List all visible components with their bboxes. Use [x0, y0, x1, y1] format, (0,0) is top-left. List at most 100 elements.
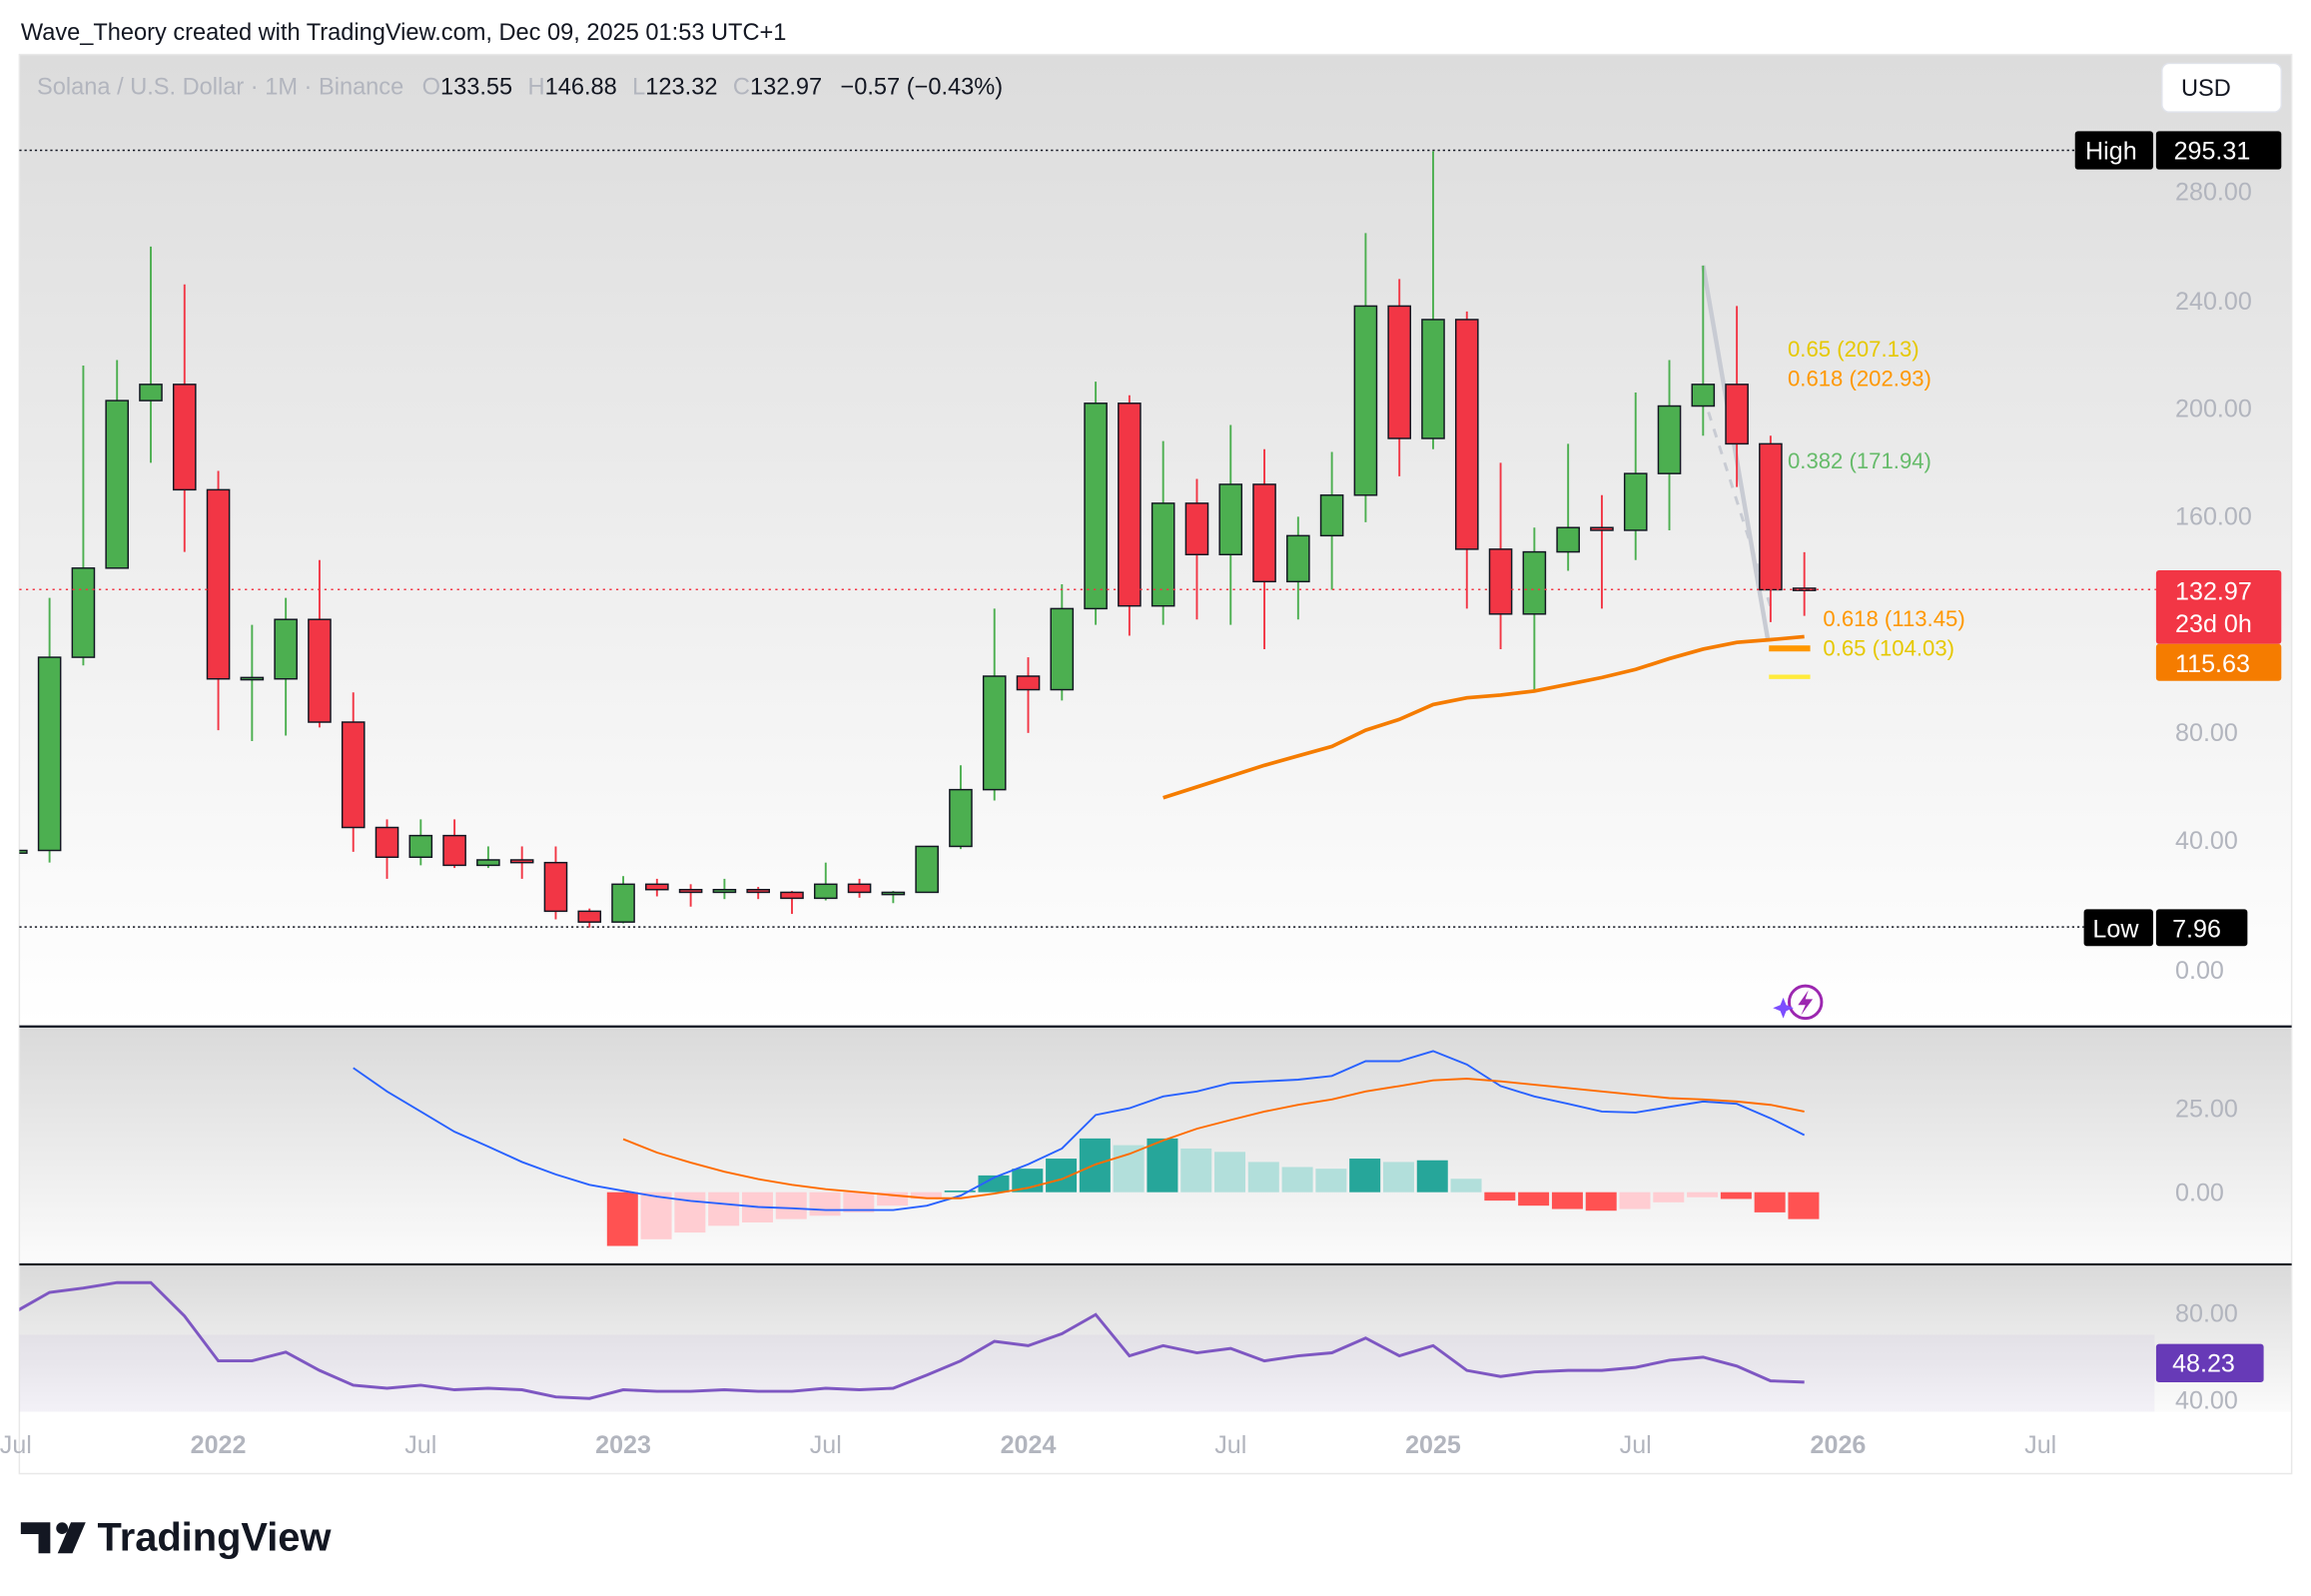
- candle: [105, 360, 129, 569]
- fib-label: 0.382 (171.94): [1788, 448, 1931, 473]
- candle: [341, 692, 366, 852]
- tradingview-logo-icon: [20, 1522, 51, 1554]
- candle-body: [712, 888, 737, 894]
- macd-histogram-bar: [674, 1192, 706, 1233]
- candle: [71, 365, 96, 666]
- candle: [139, 246, 163, 463]
- time-tick: 2025: [1405, 1431, 1461, 1459]
- currency-button[interactable]: USD: [2161, 62, 2283, 113]
- candle: [1319, 451, 1344, 590]
- candle-body: [274, 618, 298, 680]
- candle: [274, 597, 298, 736]
- rsi-tick: 80.00: [2175, 1300, 2238, 1328]
- ema-line: [1162, 634, 1805, 800]
- fib-label: 0.618 (113.45): [1823, 606, 1964, 631]
- price-tick: 0.00: [2175, 957, 2224, 985]
- candle-body: [645, 883, 669, 891]
- macd-histogram-bar: [1687, 1192, 1719, 1197]
- price-axis[interactable]: 280.00 240.00 200.00 160.00 80.00 40.00 …: [2175, 179, 2252, 985]
- candle-body: [1759, 442, 1783, 591]
- candle-body: [1252, 483, 1276, 583]
- lightning-sparkle-icon[interactable]: [1773, 984, 1824, 1021]
- candle: [982, 608, 1007, 801]
- rsi-band: [19, 1334, 2155, 1412]
- candle-body: [476, 859, 500, 867]
- candle-body: [105, 399, 129, 569]
- candle: [206, 470, 231, 731]
- tradingview-brand: TradingView: [98, 1515, 333, 1559]
- candle: [37, 597, 62, 863]
- candle: [1353, 233, 1378, 522]
- candle-body: [982, 675, 1007, 791]
- time-axis[interactable]: [19, 1411, 2292, 1474]
- candle: [543, 846, 568, 920]
- candle-body: [1691, 384, 1716, 407]
- macd-histogram-bar: [1585, 1192, 1617, 1211]
- candle-body: [1151, 502, 1175, 607]
- time-tick: 2022: [191, 1431, 247, 1459]
- price-tick: 240.00: [2175, 288, 2252, 316]
- macd-histogram-bar: [1518, 1192, 1550, 1206]
- candle: [1016, 657, 1041, 733]
- candle: [746, 887, 771, 900]
- candle-body: [1657, 404, 1682, 474]
- candle: [915, 845, 939, 894]
- candle-body: [139, 384, 163, 401]
- candle: [19, 849, 28, 854]
- rsi-plot: [19, 1280, 2155, 1412]
- macd-histogram-bar: [809, 1192, 841, 1216]
- macd-histogram-bar: [1416, 1160, 1448, 1193]
- price-tick: 160.00: [2175, 502, 2252, 530]
- candle: [1454, 311, 1479, 609]
- tradingview-logo[interactable]: TradingView: [20, 1515, 333, 1559]
- close-label: C: [733, 74, 750, 100]
- candle-body: [1218, 483, 1243, 556]
- open-label: O: [422, 74, 440, 100]
- macd-histogram-bar: [1551, 1192, 1583, 1209]
- candle-body: [1353, 305, 1378, 496]
- close-value: 132.97: [750, 74, 822, 100]
- time-tick: Jul: [1214, 1431, 1246, 1459]
- candle: [1286, 516, 1310, 620]
- candle: [847, 878, 872, 898]
- candle-body: [1184, 502, 1209, 556]
- symbol-legend: Solana / U.S. Dollar · 1M · Binance O133…: [37, 74, 1003, 100]
- ema-price-badge: 115.63: [2155, 643, 2282, 681]
- candle-body: [1421, 319, 1445, 439]
- fib-label: 0.65 (104.03): [1823, 636, 1954, 661]
- candle: [1590, 494, 1614, 609]
- time-tick: Jul: [2024, 1431, 2056, 1459]
- candle: [577, 908, 602, 928]
- candle: [1084, 382, 1108, 625]
- candle-body: [375, 826, 399, 859]
- candle: [1657, 360, 1682, 530]
- candle-body: [1016, 675, 1041, 691]
- rsi-tick: 40.00: [2175, 1387, 2238, 1415]
- candle: [1691, 265, 1716, 436]
- macd-line: [353, 1050, 1806, 1211]
- candle-body: [1319, 494, 1344, 537]
- candle-body: [577, 910, 602, 923]
- candle: [240, 624, 265, 741]
- macd-histogram-bar: [1147, 1138, 1178, 1193]
- candle: [442, 819, 466, 869]
- candle: [1725, 306, 1749, 487]
- candle: [476, 846, 500, 869]
- candle: [678, 884, 703, 907]
- chart-frame: [18, 53, 2293, 1475]
- macd-histogram-bar: [1484, 1192, 1516, 1201]
- candle: [509, 846, 534, 879]
- macd-histogram-bar: [1788, 1192, 1820, 1219]
- time-tick: Jul: [0, 1431, 32, 1459]
- candle-body: [19, 849, 28, 854]
- high-label-text: High: [2085, 137, 2137, 165]
- macd-histogram-bar: [1653, 1192, 1685, 1202]
- attribution-text: Wave_Theory created with TradingView.com…: [21, 20, 787, 46]
- candle-body: [1454, 319, 1479, 550]
- candle-body: [1590, 526, 1614, 531]
- macd-histogram-bar: [1180, 1148, 1212, 1193]
- candle-body: [847, 883, 872, 894]
- macd-histogram-bar: [708, 1192, 740, 1226]
- candle-body: [915, 845, 939, 894]
- candle: [645, 878, 669, 897]
